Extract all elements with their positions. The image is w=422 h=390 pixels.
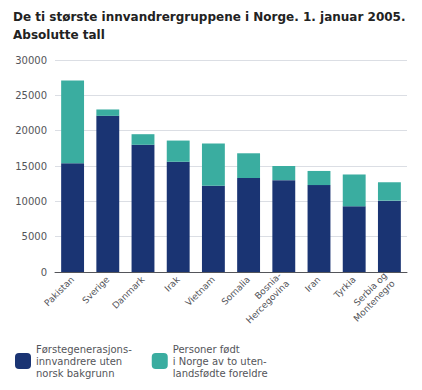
svg-text:Personer født: Personer født [173,344,240,355]
svg-text:0: 0 [41,267,47,278]
svg-text:Vietnam: Vietnam [183,274,217,308]
svg-text:Hercegovina: Hercegovina [244,278,291,325]
svg-text:Danmark: Danmark [110,274,147,311]
svg-text:15000: 15000 [15,161,47,172]
svg-text:Sverige: Sverige [80,274,111,305]
svg-text:Serbia og: Serbia og [351,270,389,308]
svg-text:10000: 10000 [15,196,47,207]
svg-text:Pakistan: Pakistan [42,274,76,308]
svg-text:Irak: Irak [163,274,183,294]
svg-text:Absolutte tall: Absolutte tall [13,28,105,42]
svg-text:30000: 30000 [15,55,47,66]
svg-text:landsfødte foreldre: landsfødte foreldre [173,368,268,379]
svg-text:20000: 20000 [15,125,47,136]
svg-text:innvandrere uten: innvandrere uten [36,356,122,367]
svg-text:Somalia: Somalia [220,274,253,307]
svg-text:Bosnia-: Bosnia- [252,270,284,302]
svg-text:Tyrkia: Tyrkia [331,274,357,300]
svg-text:De ti største innvandrergruppe: De ti største innvandrergruppene i Norge… [13,10,406,24]
svg-text:25000: 25000 [15,90,47,101]
svg-text:i Norge av to uten-: i Norge av to uten- [173,356,267,367]
svg-text:Montenegro: Montenegro [352,278,397,323]
svg-text:norsk bakgrunn: norsk bakgrunn [36,368,115,379]
svg-text:5000: 5000 [22,231,47,242]
svg-text:Førstegenerasjons-: Førstegenerasjons- [36,344,132,355]
svg-text:Iran: Iran [303,274,322,293]
